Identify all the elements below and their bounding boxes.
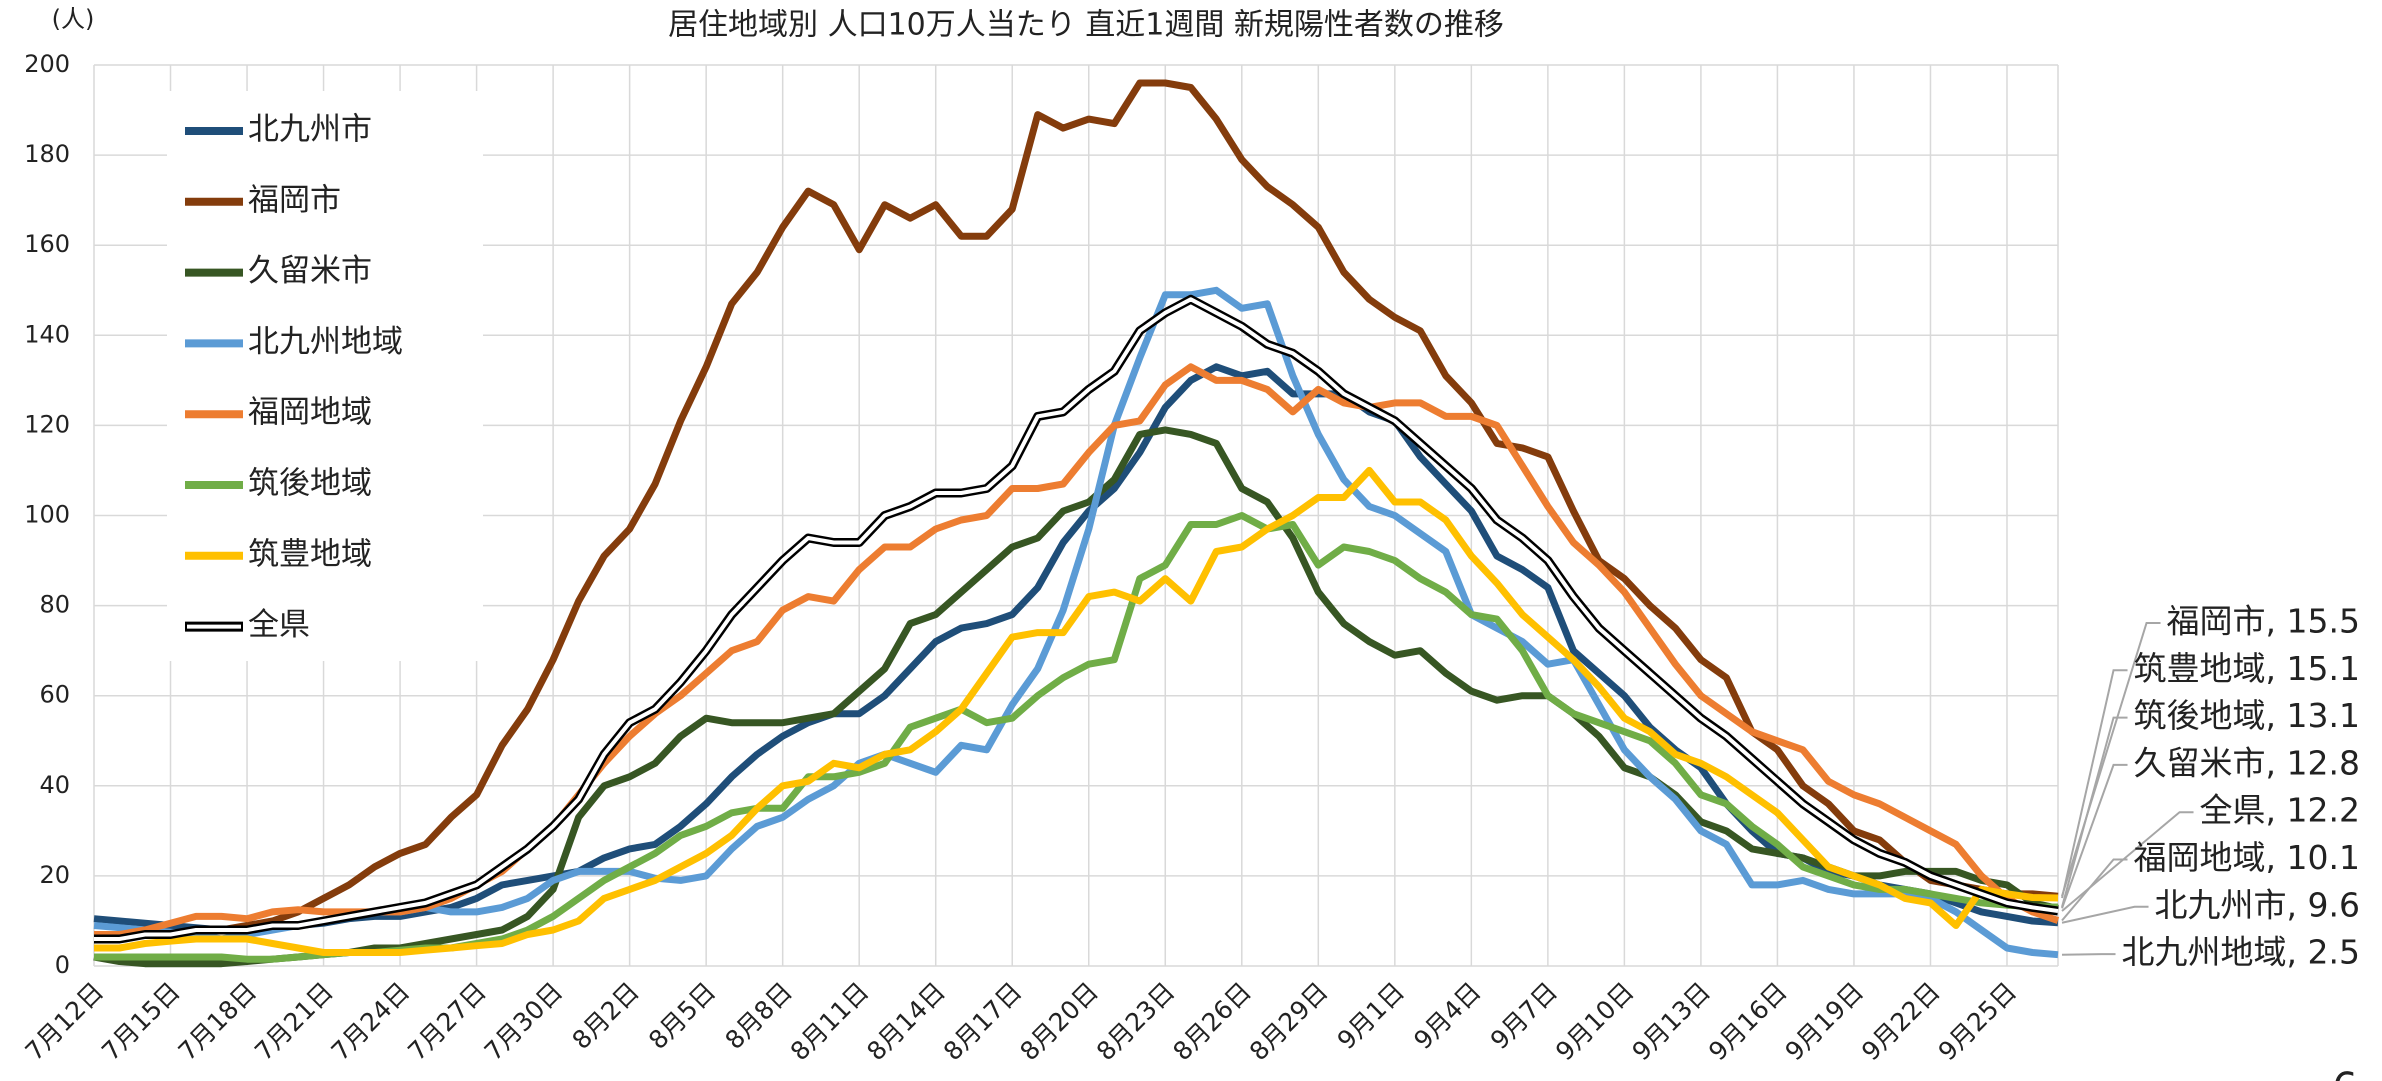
legend-label: 筑後地域: [248, 466, 372, 502]
legend-label: 筑豊地域: [248, 536, 372, 572]
x-tick-label: 7月27日: [402, 977, 492, 1067]
x-tick-label: 7月24日: [326, 977, 416, 1067]
annotation-leader: [2061, 716, 2128, 908]
annotation-leader: [2061, 763, 2128, 909]
x-tick-label: 9月1日: [1332, 977, 1410, 1055]
x-tick-label: 9月19日: [1780, 977, 1870, 1067]
x-tick-label: 9月25日: [1933, 977, 2023, 1067]
x-tick-label: 7月30日: [479, 977, 569, 1067]
y-tick-label: 60: [39, 681, 70, 709]
legend-label: 久留米市: [248, 253, 372, 289]
series-line: [94, 466, 2059, 956]
annotation: 全県, 12.2: [2200, 791, 2360, 830]
x-tick-label: 8月23日: [1091, 977, 1181, 1067]
x-tick-label: 8月29日: [1244, 977, 1334, 1067]
legend-label: 北九州市: [248, 112, 372, 148]
x-tick-label: 7月15日: [96, 977, 186, 1067]
x-tick-label: 7月12日: [20, 977, 110, 1067]
page-number: 6: [2332, 1065, 2357, 1081]
x-tick-label: 8月17日: [938, 977, 1028, 1067]
annotation: 福岡市, 15.5: [2167, 602, 2360, 641]
annotation: 久留米市, 12.8: [2134, 743, 2360, 782]
x-tick-label: 7月18日: [173, 977, 263, 1067]
x-tick-label: 9月13日: [1626, 977, 1716, 1067]
y-tick-label: 100: [24, 501, 70, 529]
legend-label: 福岡地域: [248, 395, 372, 431]
chart-title: 居住地域別 人口10万人当たり 直近1週間 新規陽性者数の推移: [668, 8, 1504, 43]
legend-label: 北九州地域: [248, 324, 403, 360]
annotation-leader: [2061, 953, 2116, 956]
x-tick-label: 8月11日: [785, 977, 875, 1067]
annotation: 北九州地域, 2.5: [2122, 933, 2360, 972]
x-tick-label: 9月22日: [1856, 977, 1946, 1067]
x-tick-label: 8月14日: [861, 977, 951, 1067]
annotation-leader: [2061, 905, 2149, 924]
y-tick-label: 140: [24, 320, 70, 348]
legend-box: [167, 91, 483, 661]
x-tick-label: 8月20日: [1014, 977, 1104, 1067]
annotation-leader: [2061, 811, 2194, 912]
series-line: [94, 297, 2059, 941]
y-tick-label: 0: [55, 951, 70, 979]
annotation: 福岡地域, 10.1: [2134, 838, 2360, 877]
y-tick-label: 20: [39, 861, 70, 889]
x-tick-label: 9月4日: [1408, 977, 1486, 1055]
annotation: 北九州市, 9.6: [2155, 885, 2360, 924]
series-line: [93, 426, 2059, 968]
y-tick-label: 120: [24, 410, 70, 438]
x-tick-label: 8月26日: [1167, 977, 1257, 1067]
x-tick-label: 9月16日: [1703, 977, 1793, 1067]
series-line: [94, 79, 2059, 943]
x-tick-label: 8月5日: [643, 977, 721, 1055]
annotation: 筑豊地域, 15.1: [2134, 649, 2360, 688]
y-unit-label: (人): [52, 5, 95, 33]
x-tick-label: 8月2日: [566, 977, 644, 1055]
legend-label: 福岡市: [248, 182, 341, 218]
y-tick-label: 160: [24, 230, 70, 258]
x-tick-label: 9月10日: [1550, 977, 1640, 1067]
annotation: 筑後地域, 13.1: [2134, 696, 2360, 735]
y-tick-label: 180: [24, 140, 70, 168]
y-tick-label: 80: [39, 591, 70, 619]
legend-label: 全県: [248, 607, 310, 643]
annotation-leader: [2061, 858, 2128, 922]
y-tick-label: 200: [24, 50, 70, 78]
annotation-leader: [2061, 669, 2128, 899]
x-tick-label: 7月21日: [249, 977, 339, 1067]
y-tick-label: 40: [39, 771, 70, 799]
